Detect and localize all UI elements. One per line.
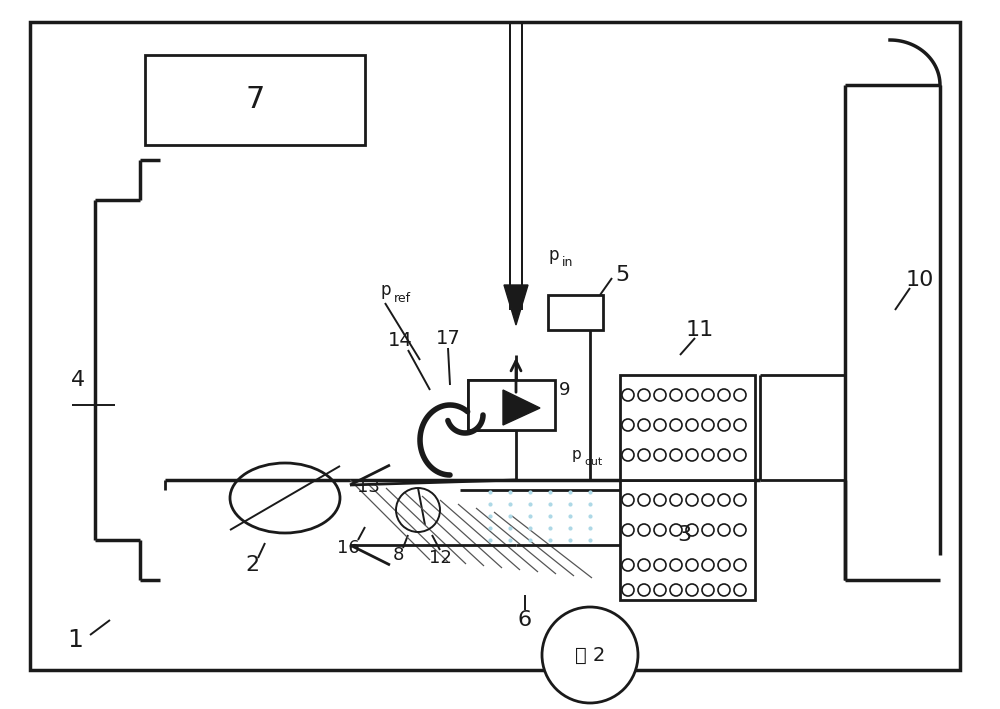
Text: 7: 7: [245, 86, 265, 114]
Text: 图 2: 图 2: [575, 645, 605, 664]
Bar: [468, 380, 513, 430]
Text: 2: 2: [245, 555, 259, 575]
Text: 4: 4: [71, 370, 85, 390]
Bar: [145, 55, 365, 145]
Text: 3: 3: [677, 525, 691, 545]
Text: 11: 11: [686, 320, 714, 340]
Text: 5: 5: [615, 265, 629, 285]
Circle shape: [542, 607, 638, 703]
Text: 10: 10: [906, 270, 934, 290]
Bar: [468, 380, 555, 430]
Polygon shape: [503, 390, 540, 425]
Text: p: p: [548, 246, 558, 264]
Text: 8: 8: [392, 546, 404, 564]
Text: 6: 6: [518, 610, 532, 630]
Text: 1: 1: [67, 628, 83, 652]
Text: p: p: [380, 281, 390, 299]
Bar: [548, 295, 603, 330]
Text: in: in: [562, 257, 573, 269]
Text: 12: 12: [429, 549, 451, 567]
Bar: [620, 480, 755, 600]
Bar: [620, 375, 755, 480]
Polygon shape: [504, 285, 528, 325]
Text: 9: 9: [559, 381, 571, 399]
Text: 14: 14: [388, 330, 412, 350]
Text: 13: 13: [357, 478, 379, 496]
Text: 16: 16: [337, 539, 359, 557]
Text: p: p: [572, 447, 582, 462]
Text: ref: ref: [394, 291, 411, 304]
Text: out: out: [584, 457, 602, 467]
Text: 17: 17: [436, 328, 460, 347]
